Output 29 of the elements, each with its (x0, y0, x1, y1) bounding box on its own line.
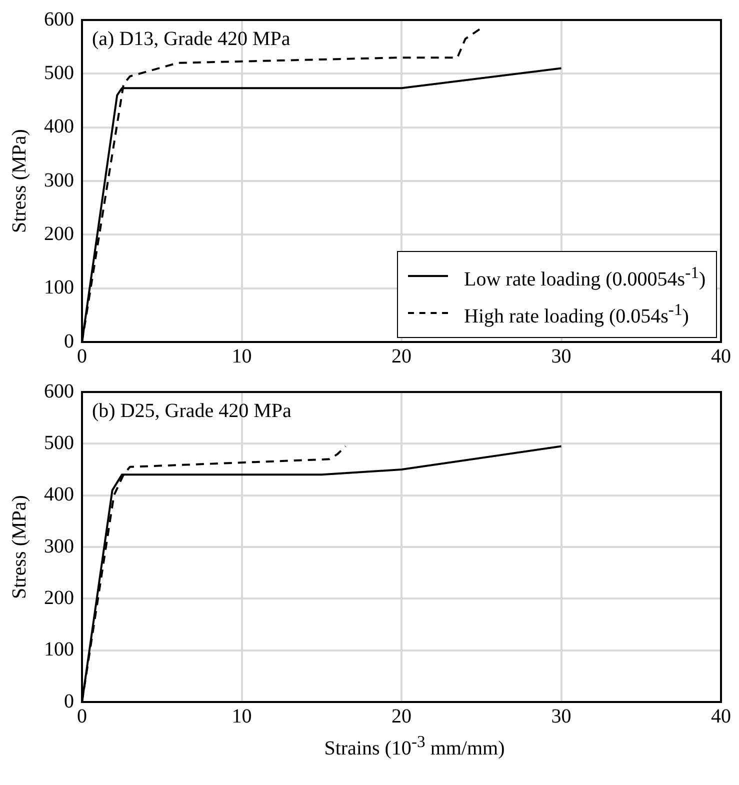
legend-label: High rate loading (0.054s$^{-1}$) (464, 298, 689, 330)
y-tick-label: 100 (44, 638, 74, 661)
annotation: (b) D25, Grade 420 MPa (92, 400, 292, 423)
y-tick-label: 600 (44, 8, 74, 30)
legend-label: Low rate loading (0.00054s$^{-1}$) (464, 262, 706, 293)
y-tick-label: 300 (44, 535, 74, 558)
y-tick-label: 500 (44, 432, 74, 454)
x-tick-label: 10 (232, 345, 252, 368)
x-tick-label: 20 (392, 345, 412, 368)
y-tick-label: 400 (44, 484, 74, 506)
y-axis-title: Stress (MPa) (8, 495, 30, 599)
y-tick-label: 500 (44, 62, 74, 84)
y-tick-label: 200 (44, 222, 74, 245)
annotation: (a) D13, Grade 420 MPa (92, 28, 290, 51)
x-tick-label: 20 (392, 705, 412, 728)
y-tick-label: 0 (64, 690, 74, 712)
x-tick-label: 40 (711, 345, 731, 368)
y-tick-label: 0 (64, 330, 74, 352)
y-tick-label: 600 (44, 380, 74, 402)
y-tick-label: 400 (44, 116, 74, 138)
y-tick-label: 100 (44, 276, 74, 299)
y-axis-title: Stress (MPa) (8, 129, 30, 233)
y-tick-label: 200 (44, 586, 74, 609)
x-tick-label: 10 (232, 705, 252, 728)
y-tick-label: 300 (44, 169, 74, 192)
x-axis-title: Strains (10$^{-3}$ mm/mm) (323, 732, 506, 761)
x-tick-label: 30 (551, 345, 572, 368)
x-tick-label: 40 (711, 705, 731, 728)
x-tick-label: 30 (551, 705, 572, 728)
